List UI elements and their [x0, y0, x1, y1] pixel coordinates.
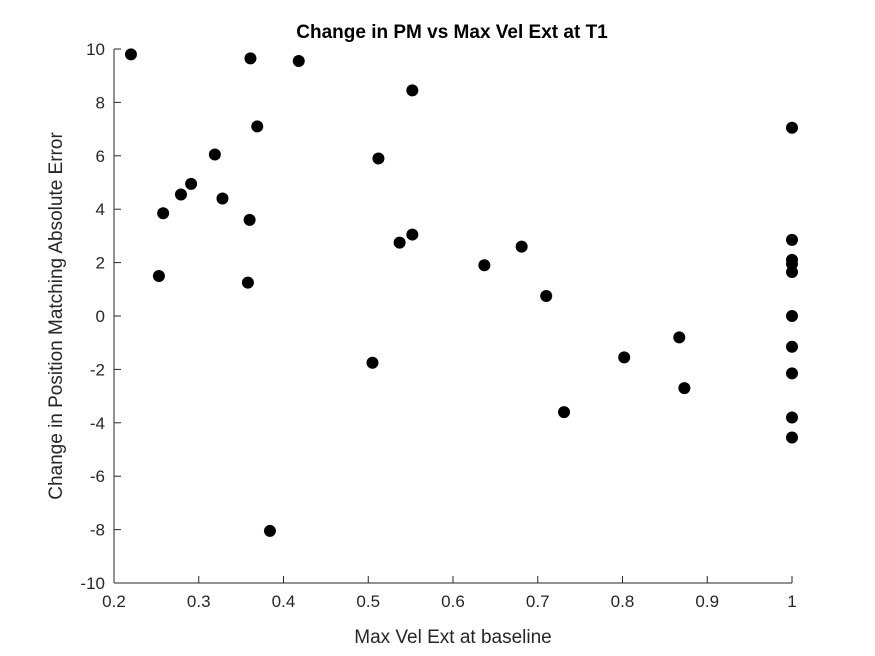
- data-point: [372, 152, 385, 165]
- plot-axes: [113, 49, 792, 584]
- data-point: [786, 310, 798, 322]
- y-tick-label: 0: [96, 307, 105, 326]
- data-point: [393, 236, 406, 249]
- data-point: [406, 228, 419, 241]
- data-point: [478, 259, 491, 272]
- data-point: [263, 524, 276, 537]
- y-tick-label: -10: [80, 574, 105, 593]
- data-point: [244, 52, 257, 65]
- y-tick-label: 6: [96, 147, 105, 166]
- data-point: [243, 213, 256, 226]
- y-tick-label: -4: [90, 414, 105, 433]
- x-tick-label: 0.5: [356, 592, 380, 611]
- data-point: [786, 367, 798, 380]
- data-point: [174, 188, 187, 201]
- y-tick-label: 2: [96, 254, 105, 273]
- y-tick-label: 10: [86, 40, 105, 59]
- x-axis-ticks: 0.2 0.3 0.4 0.5 0.6 0.7 0.8 0.9 1: [102, 576, 797, 611]
- y-axis-label: Change in Position Matching Absolute Err…: [46, 132, 67, 500]
- y-tick-label: -8: [90, 521, 105, 540]
- data-point: [216, 192, 229, 205]
- x-tick-label: 0.3: [187, 592, 211, 611]
- x-tick-label: 1: [787, 592, 796, 611]
- data-point: [241, 276, 254, 289]
- data-point: [673, 331, 686, 344]
- y-axis-ticks: -10 -8 -6 -4 -2 0 2 4 6 8 10: [80, 40, 121, 593]
- data-point: [786, 411, 798, 424]
- data-point: [618, 351, 631, 364]
- y-tick-label: -2: [90, 360, 105, 379]
- data-point: [157, 207, 170, 220]
- data-point: [515, 240, 528, 253]
- x-tick-label: 0.6: [441, 592, 465, 611]
- data-points: [124, 48, 798, 537]
- x-tick-label: 0.9: [695, 592, 719, 611]
- data-point: [786, 431, 798, 444]
- data-point: [786, 265, 798, 278]
- data-point: [678, 382, 691, 395]
- data-point: [786, 233, 798, 246]
- data-point: [558, 406, 571, 419]
- data-point: [786, 340, 798, 353]
- data-point: [251, 120, 264, 133]
- data-point: [152, 269, 165, 282]
- data-point: [208, 148, 221, 161]
- data-point: [540, 289, 553, 302]
- x-tick-label: 0.4: [272, 592, 296, 611]
- y-tick-label: 4: [96, 200, 105, 219]
- data-point: [185, 177, 198, 190]
- data-point: [406, 84, 419, 97]
- x-tick-label: 0.7: [526, 592, 550, 611]
- chart-title: Change in PM vs Max Vel Ext at T1: [296, 22, 608, 43]
- data-point: [366, 356, 379, 369]
- x-tick-label: 0.2: [102, 592, 126, 611]
- x-tick-label: 0.8: [611, 592, 635, 611]
- data-point: [292, 55, 305, 68]
- data-point: [124, 48, 137, 61]
- y-tick-label: 8: [96, 93, 105, 112]
- y-tick-label: -6: [90, 467, 105, 486]
- x-axis-label: Max Vel Ext at baseline: [354, 627, 552, 648]
- data-point: [786, 121, 798, 134]
